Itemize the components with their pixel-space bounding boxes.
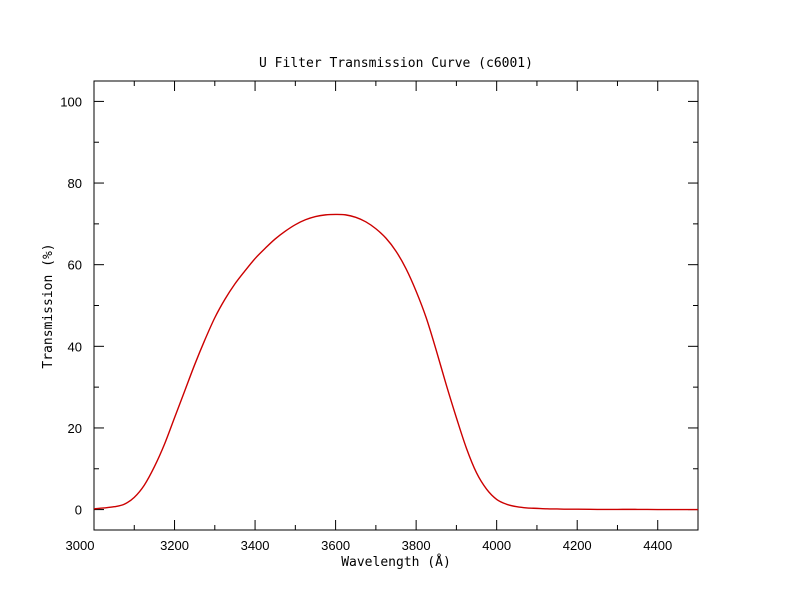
x-tick-label: 3200 [160,538,189,553]
tick-labels: 3000 3200 3400 3600 3800 4000 4200 4400 0 20 40 60 8… [60,94,672,553]
x-tick-label: 4000 [482,538,511,553]
x-axis-label: Wavelength (Å) [341,554,451,570]
transmission-curve [93,213,698,511]
x-tick-label: 3400 [241,538,270,553]
y-tick-label: 80 [68,176,82,191]
y-tick-label: 100 [60,94,82,109]
y-tick-label: 20 [68,421,82,436]
y-tick-label: 0 [75,503,82,518]
x-tick-label: 3800 [402,538,431,553]
x-tick-label: 3600 [321,538,350,553]
y-tick-label: 40 [68,339,82,354]
plot-frame [93,80,699,531]
chart-title: U Filter Transmission Curve (c6001) [259,56,533,71]
y-tick-label: 60 [68,258,82,273]
x-tick-label: 4400 [643,538,672,553]
x-tick-label: 4200 [563,538,592,553]
x-tick-label: 3000 [66,538,95,553]
y-axis-label: Transmission (%) [41,243,56,368]
axis-ticks [93,81,698,530]
